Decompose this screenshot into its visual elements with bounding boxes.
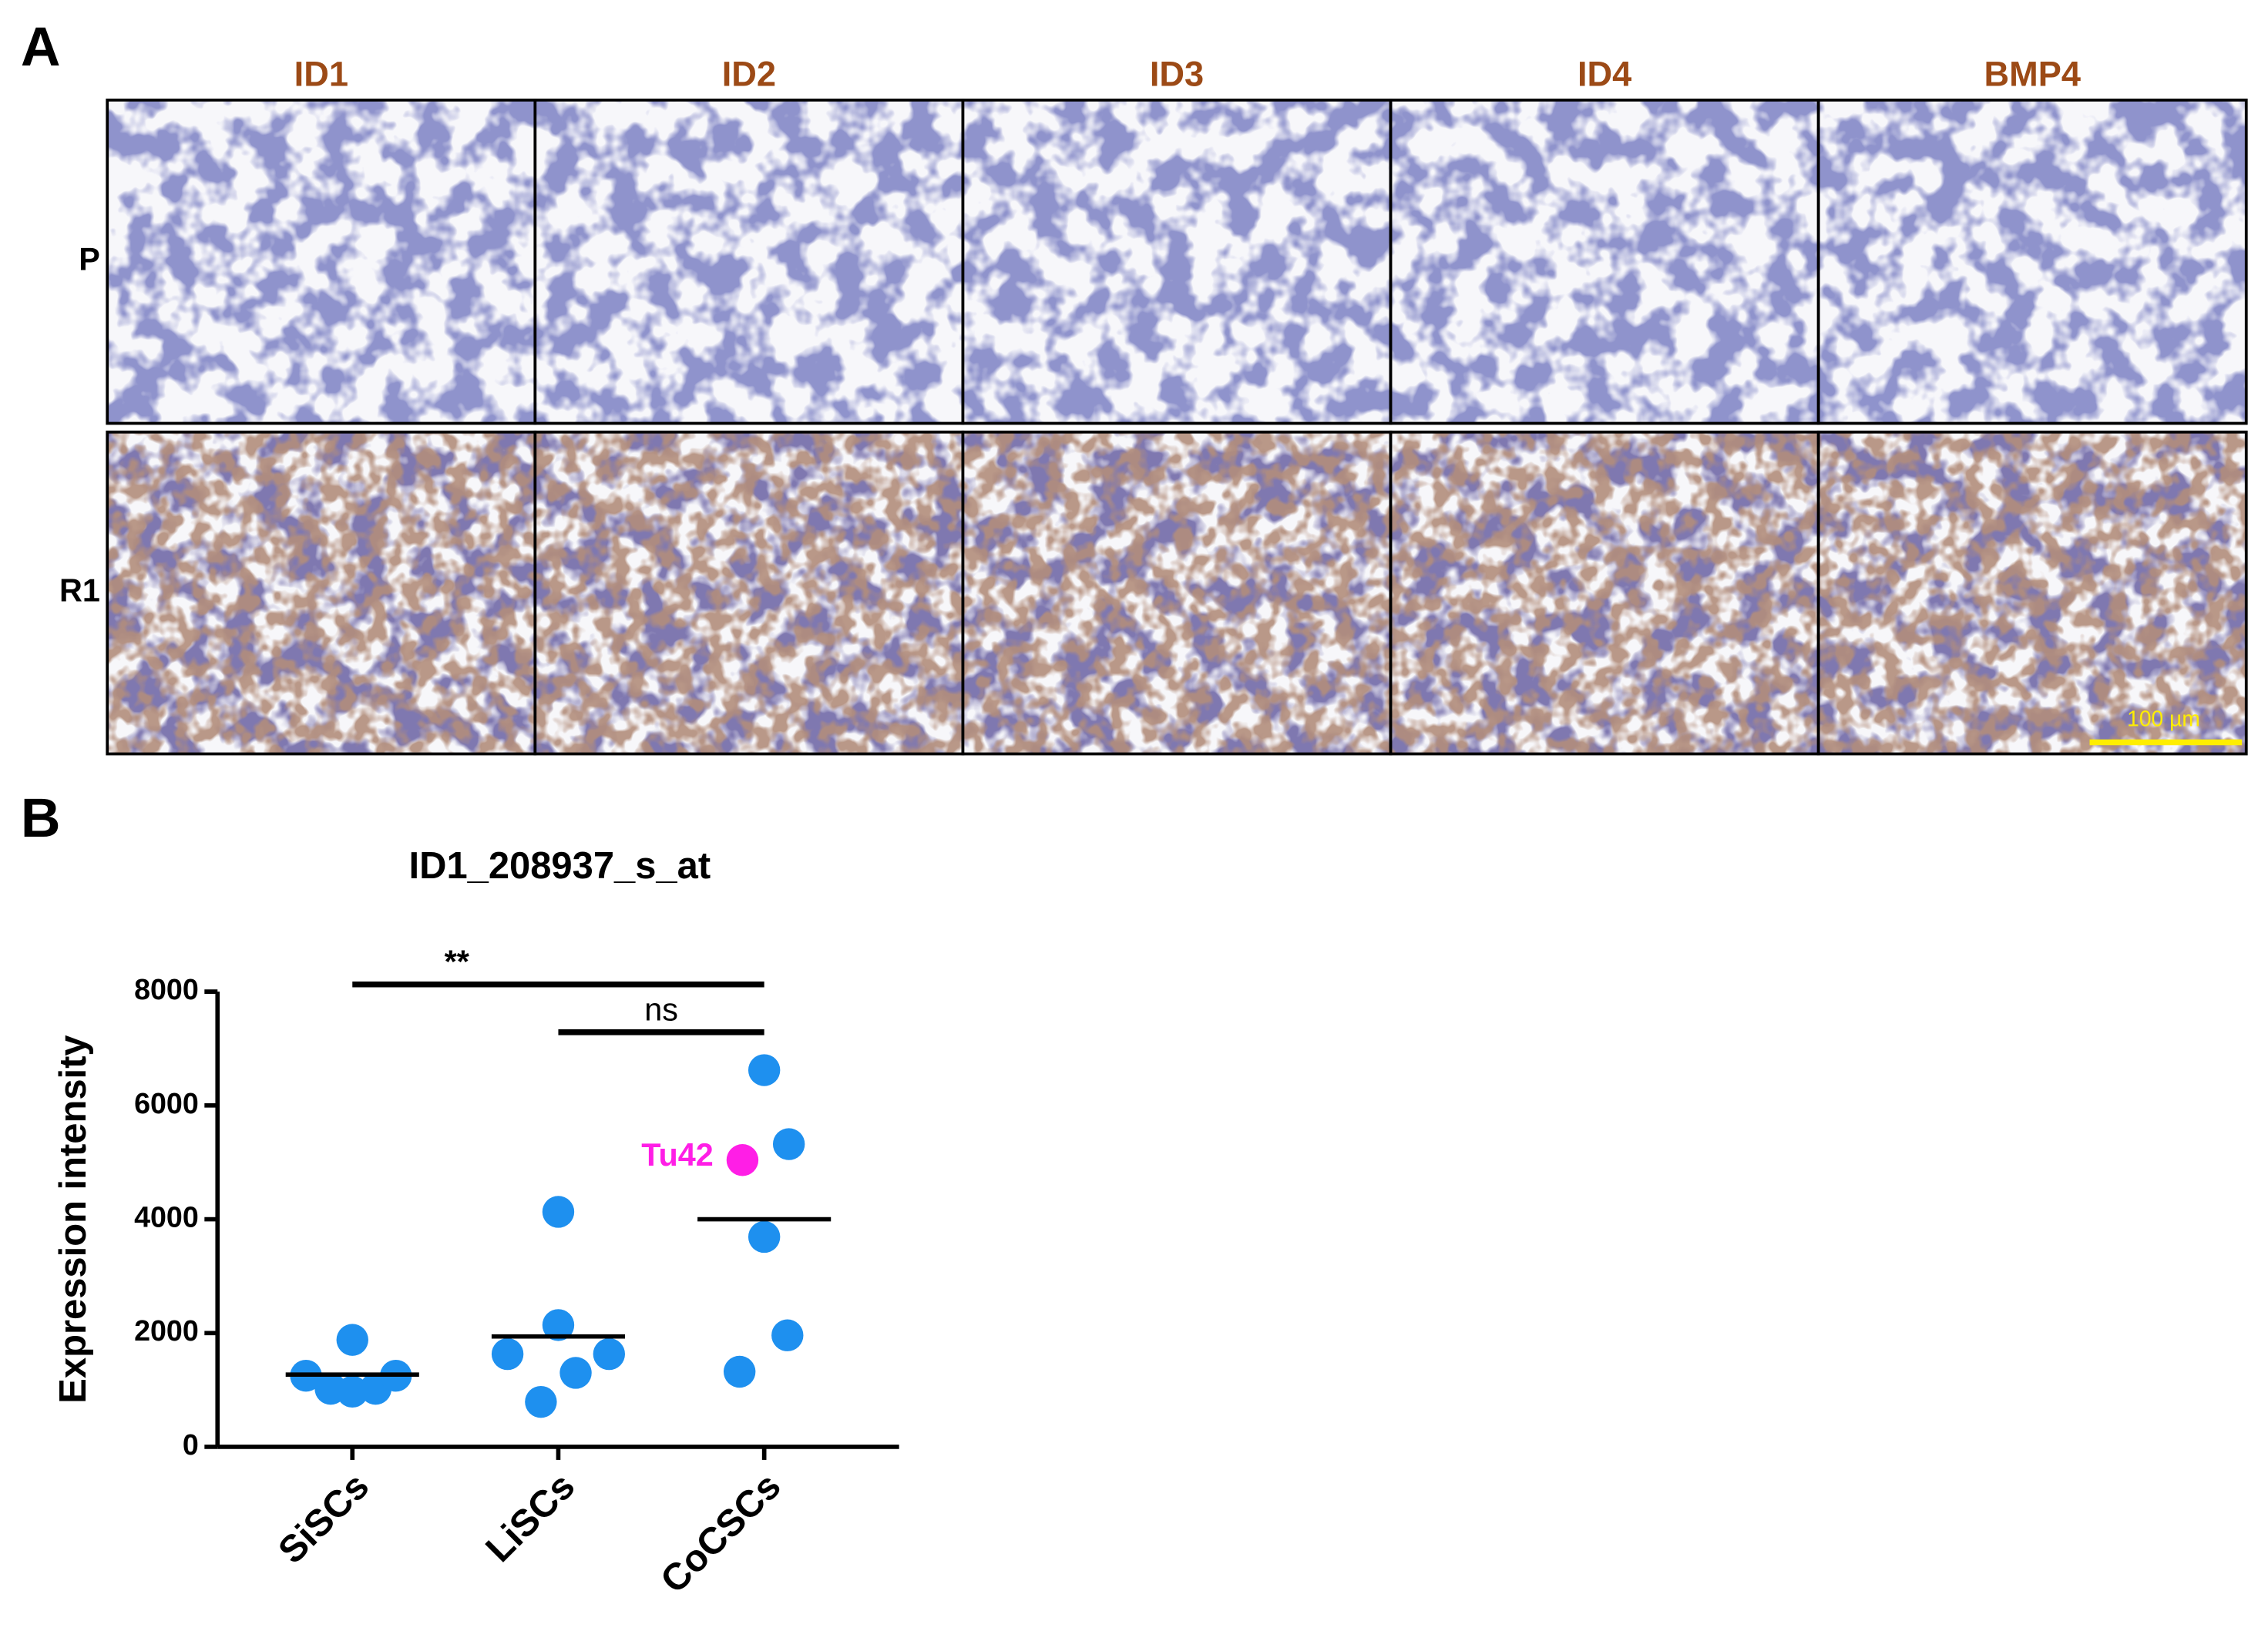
chart-title: ID1_208937_s_at	[409, 845, 711, 887]
micrograph	[1816, 98, 2248, 425]
panel-label: A	[21, 16, 61, 78]
micrograph	[106, 98, 537, 425]
tissue-lumen	[1390, 99, 1819, 424]
micrograph	[961, 98, 1393, 425]
dot	[748, 1220, 781, 1253]
histology-panel: ID1 ID2 ID3 ID4 BMP4 P R1 100 µm	[59, 55, 2248, 756]
y-tick-label: 2000	[134, 1314, 199, 1347]
tissue-lumen	[1818, 99, 2246, 424]
tissue-lumen	[963, 99, 1391, 424]
dot	[772, 1128, 805, 1160]
dot	[723, 1355, 756, 1388]
column-label: BMP4	[1984, 55, 2080, 94]
x-tick-label: LiSCs	[478, 1465, 583, 1570]
tissue-lumen	[107, 99, 536, 424]
column-label: ID1	[294, 55, 348, 94]
tile-border	[1816, 98, 2248, 425]
micrograph	[1389, 430, 1820, 756]
dot	[542, 1196, 575, 1228]
dot	[525, 1385, 557, 1418]
y-axis-label: Expression intensity	[52, 1035, 94, 1403]
scale-bar-label: 100 µm	[2127, 706, 2200, 731]
dot	[542, 1309, 575, 1341]
dot	[593, 1337, 626, 1371]
column-label: ID4	[1578, 55, 1631, 94]
micrograph	[1389, 98, 1820, 425]
row-label: R1	[59, 573, 100, 609]
dot	[771, 1319, 804, 1351]
dot	[559, 1357, 592, 1389]
panel-label: B	[21, 787, 61, 849]
y-tick-label: 4000	[134, 1200, 199, 1233]
tissue-stain	[107, 431, 536, 754]
dot	[336, 1324, 368, 1356]
tissue-stain	[963, 431, 1391, 754]
significance-label: **	[445, 944, 470, 979]
row-label: P	[79, 242, 100, 277]
tissue-stain	[1818, 431, 2246, 754]
micrograph	[533, 430, 965, 756]
x-tick-label: CoCSCs	[653, 1465, 789, 1602]
micrograph	[533, 98, 965, 425]
micrograph	[106, 430, 537, 756]
tissue-stain	[535, 431, 963, 754]
dot	[491, 1337, 524, 1371]
tissue-lumen	[535, 99, 963, 424]
significance-label: ns	[644, 992, 678, 1027]
highlight-label: Tu42	[641, 1137, 713, 1173]
y-tick-label: 6000	[134, 1087, 199, 1119]
tile-border	[1816, 430, 2248, 756]
y-tick-label: 8000	[134, 973, 199, 1005]
dot	[336, 1375, 368, 1408]
column-label: ID3	[1150, 55, 1204, 94]
highlight-dot	[726, 1144, 759, 1176]
dot-plot: ID1_208937_s_at Expression intensity 0 2000…	[52, 845, 899, 1601]
x-tick-label: SiSCs	[270, 1465, 377, 1572]
micrograph	[961, 430, 1393, 756]
dot	[748, 1054, 781, 1086]
y-tick-label: 0	[183, 1428, 199, 1461]
micrograph	[1816, 430, 2248, 756]
column-label: ID2	[722, 55, 776, 94]
tissue-stain	[1390, 431, 1819, 754]
